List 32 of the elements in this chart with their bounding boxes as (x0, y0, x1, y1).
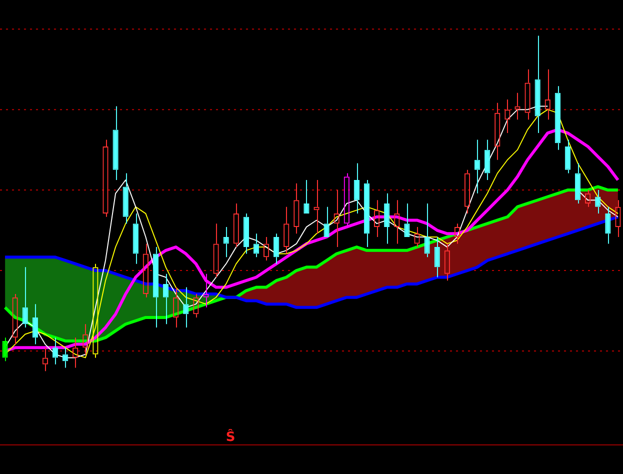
candlestick (554, 86, 560, 150)
candlestick (2, 337, 8, 362)
candlestick (564, 139, 571, 174)
candlestick (384, 192, 390, 244)
candlestick (52, 337, 58, 365)
candlestick (605, 206, 611, 244)
candlestick (223, 226, 229, 258)
candlestick (534, 35, 540, 134)
candlestick (62, 347, 68, 368)
candlestick (595, 190, 601, 214)
candlestick (243, 213, 249, 254)
candlestick (112, 106, 118, 180)
candlestick (364, 179, 370, 248)
candlestick (574, 162, 581, 204)
text: Ŝ (226, 428, 236, 445)
candlestick (474, 139, 480, 194)
candlestick (32, 304, 38, 345)
candlestick (253, 233, 260, 258)
candlestick (424, 202, 430, 258)
candlestick (304, 179, 310, 214)
candlestick (162, 273, 169, 325)
candlestick (183, 286, 189, 328)
candlestick (274, 233, 280, 264)
candlestick (132, 213, 138, 264)
candlestick (122, 172, 128, 224)
candlestick (354, 162, 360, 214)
candlestick (324, 206, 330, 237)
candlestick (484, 139, 490, 180)
candlestick (152, 246, 159, 328)
candlestick (22, 266, 28, 328)
candlestick (434, 236, 440, 278)
candlestick (404, 202, 410, 237)
